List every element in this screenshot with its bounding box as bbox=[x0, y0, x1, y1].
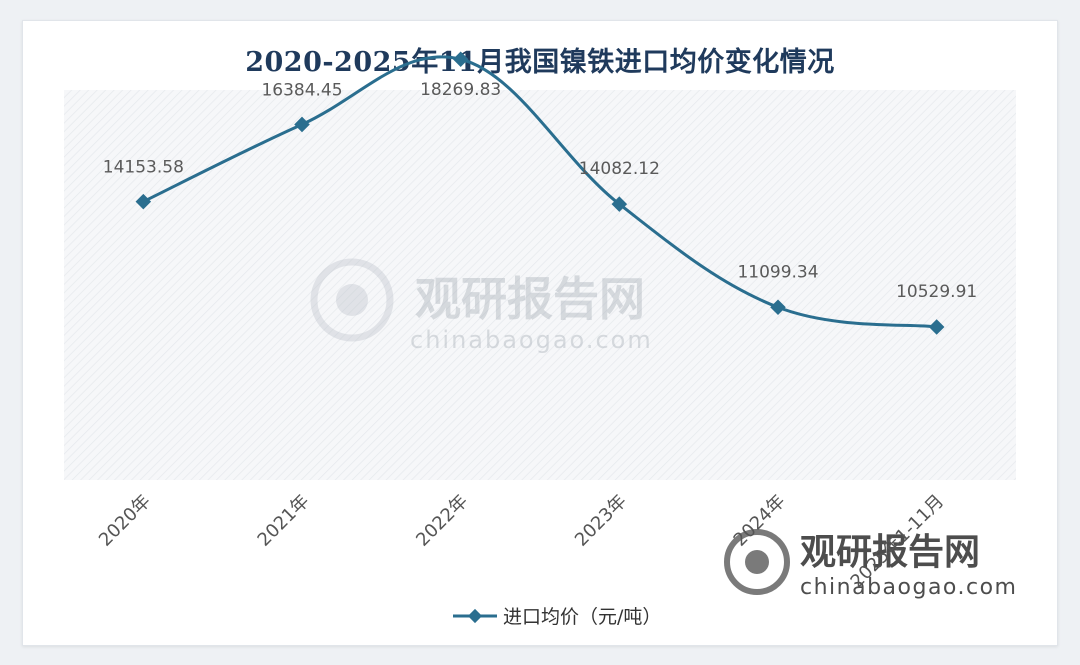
legend-marker bbox=[467, 608, 483, 624]
data-label: 14153.58 bbox=[103, 158, 184, 178]
data-point bbox=[611, 196, 628, 212]
chart-title: 2020-2025年11月我国镍铁进口均价变化情况 bbox=[245, 47, 835, 78]
data-label: 18269.83 bbox=[420, 80, 501, 100]
plot-area bbox=[64, 90, 1016, 480]
watermark-brand: 观研报告网 bbox=[415, 272, 645, 326]
watermark-center: 观研报告网 chinabaogao.com bbox=[310, 258, 653, 354]
watermark-corner-brand: 观研报告网 bbox=[800, 532, 980, 573]
data-label: 14082.12 bbox=[579, 159, 660, 179]
watermark-logo-icon bbox=[310, 258, 394, 342]
data-point bbox=[452, 51, 469, 68]
data-label: 16384.45 bbox=[261, 80, 342, 100]
x-tick-label: 2021年 bbox=[254, 491, 314, 551]
legend-label: 进口均价（元/吨） bbox=[503, 606, 661, 628]
data-label: 10529.91 bbox=[896, 282, 977, 302]
watermark-corner: 观研报告网 chinabaogao.com bbox=[724, 529, 1017, 600]
data-labels: 14153.58 16384.45 18269.83 14082.12 11099.34… bbox=[103, 80, 977, 302]
legend: 进口均价（元/吨） bbox=[453, 606, 661, 628]
x-tick-label: 2023年 bbox=[571, 491, 631, 551]
x-tick-label: 2020年 bbox=[95, 491, 155, 551]
series-line bbox=[142, 55, 937, 329]
watermark-corner-url: chinabaogao.com bbox=[800, 575, 1017, 600]
data-label: 11099.34 bbox=[737, 262, 818, 282]
x-tick-label: 2022年 bbox=[412, 491, 472, 551]
watermark-url: chinabaogao.com bbox=[410, 326, 653, 354]
data-point bbox=[135, 193, 152, 210]
watermark-corner-logo-icon bbox=[724, 529, 790, 595]
